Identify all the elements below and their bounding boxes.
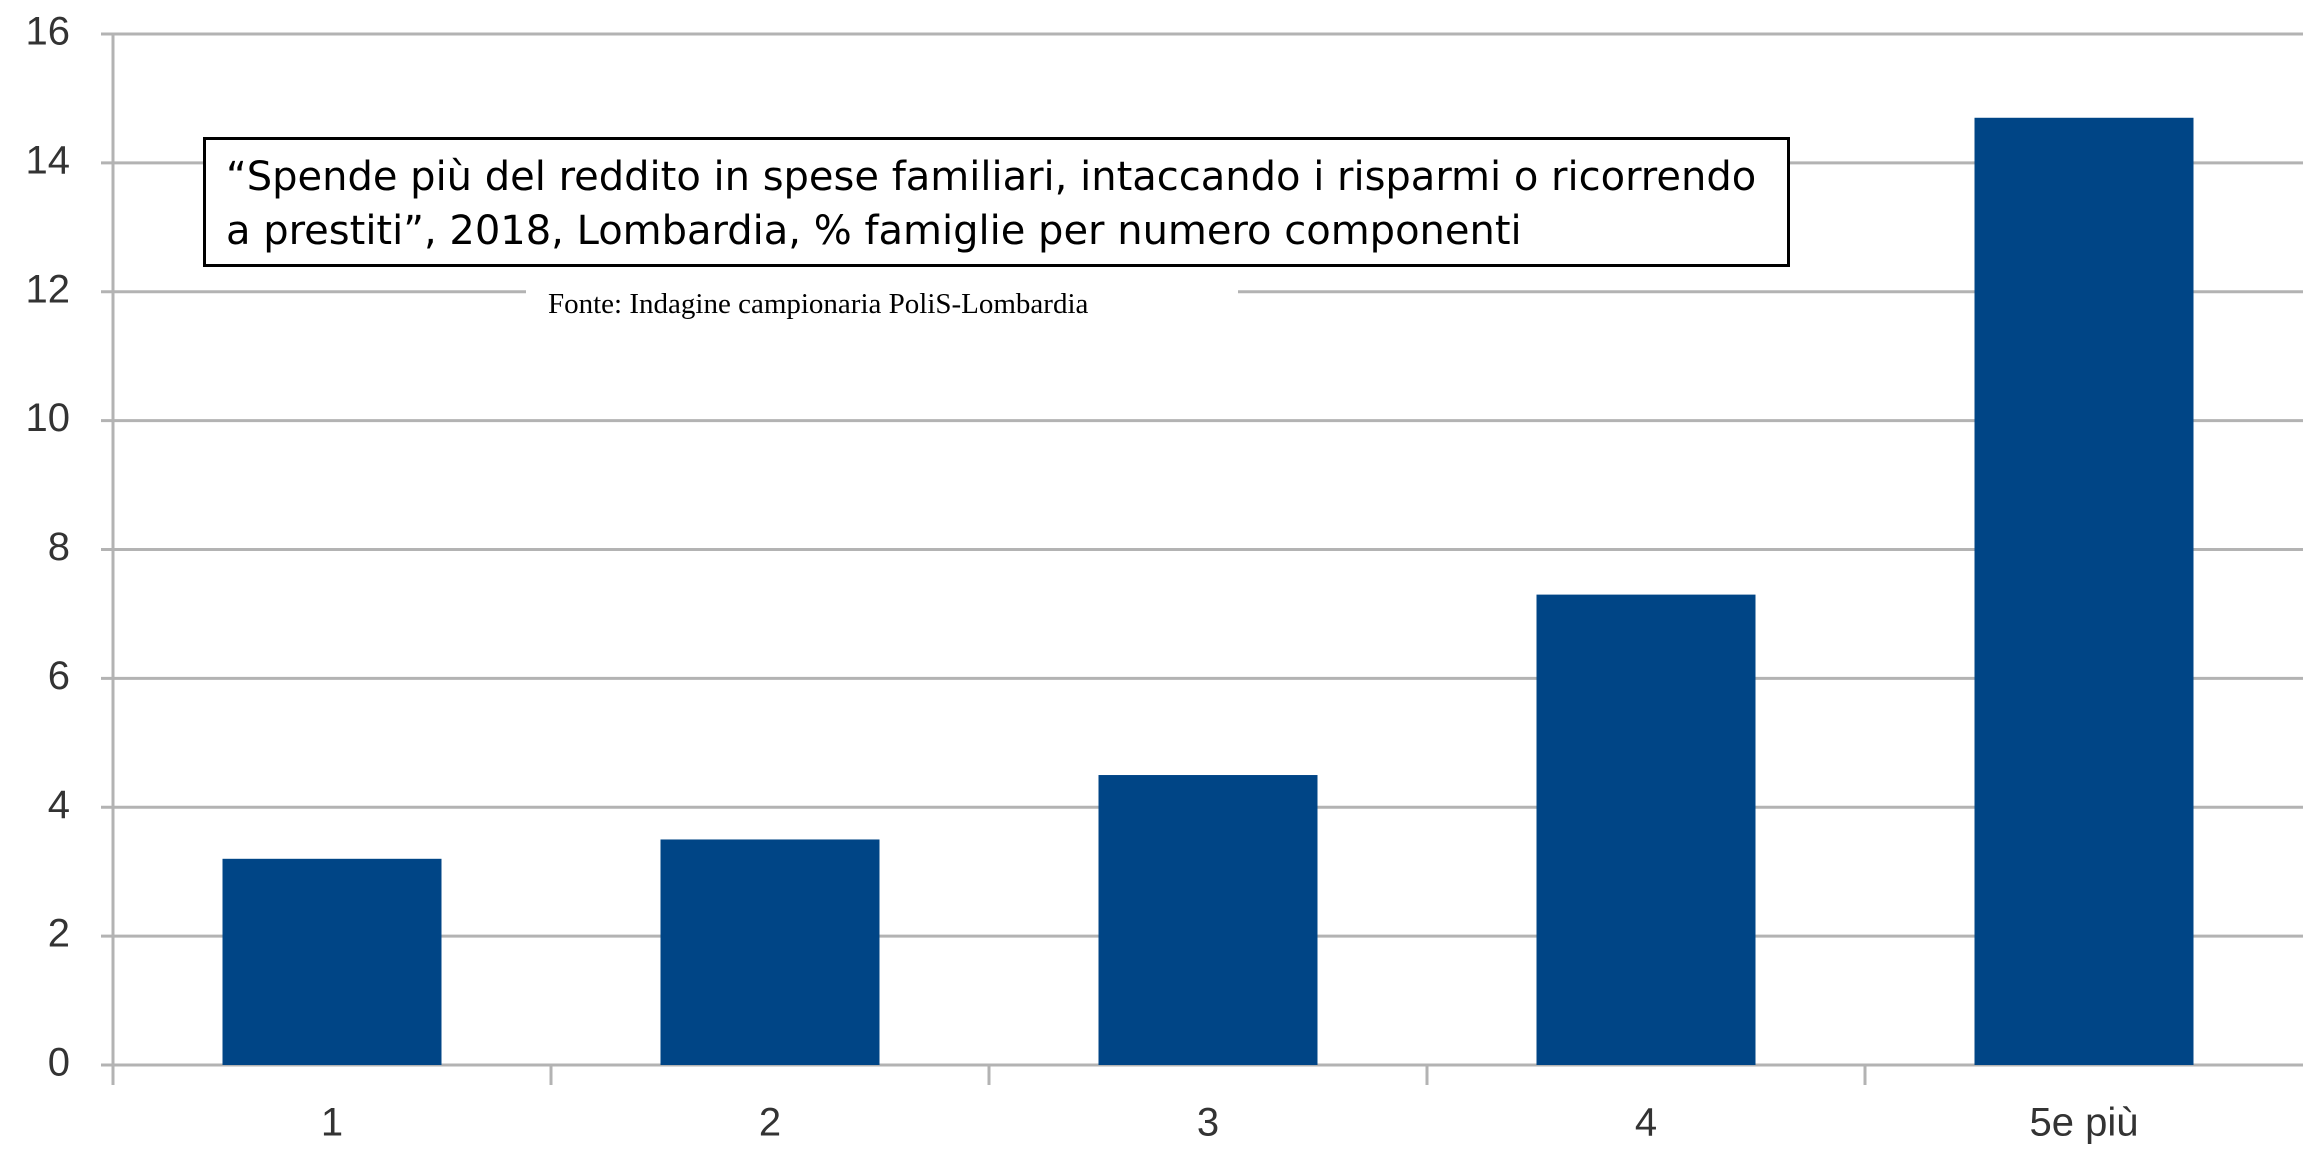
bar bbox=[1098, 775, 1318, 1065]
y-tick-label: 6 bbox=[48, 654, 70, 698]
y-tick-label: 2 bbox=[48, 912, 70, 956]
x-tick-label: 1 bbox=[321, 1101, 343, 1145]
x-tick-label: 2 bbox=[759, 1101, 781, 1145]
y-tick-label: 8 bbox=[48, 525, 70, 569]
bar bbox=[222, 858, 442, 1065]
y-tick-label: 14 bbox=[26, 138, 71, 182]
bar bbox=[1974, 117, 2194, 1066]
source-note: Fonte: Indagine campionaria PoliS-Lombar… bbox=[526, 272, 1238, 336]
x-tick-label: 5e più bbox=[2030, 1101, 2139, 1145]
y-tick-label: 0 bbox=[48, 1041, 70, 1085]
x-tick-label: 3 bbox=[1197, 1101, 1219, 1145]
x-tick-label: 4 bbox=[1635, 1101, 1657, 1145]
y-tick-label: 4 bbox=[48, 783, 70, 827]
bar bbox=[660, 839, 880, 1065]
chart-title: “Spende più del reddito in spese familia… bbox=[203, 137, 1790, 267]
y-tick-label: 12 bbox=[26, 267, 71, 311]
bar bbox=[1536, 594, 1756, 1065]
y-tick-label: 16 bbox=[26, 10, 71, 54]
y-tick-label: 10 bbox=[26, 396, 71, 440]
